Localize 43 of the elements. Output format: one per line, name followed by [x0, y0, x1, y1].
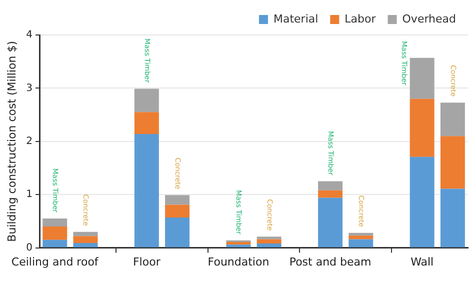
bar — [134, 134, 159, 248]
bar — [42, 226, 68, 240]
y-tick-label: 0 — [26, 242, 33, 254]
x-tick-label: Foundation — [208, 255, 270, 268]
bar — [165, 217, 190, 248]
bar — [410, 98, 434, 157]
legend-label: Material — [273, 12, 318, 26]
y-tick-label: 4 — [26, 30, 33, 41]
bar — [226, 244, 251, 248]
bar — [73, 236, 98, 244]
bar — [42, 218, 68, 227]
y-tick-label: 3 — [26, 82, 33, 94]
bar — [348, 232, 374, 236]
legend-label: Overhead — [402, 12, 456, 26]
bar — [256, 244, 282, 248]
bar — [134, 88, 159, 112]
bar — [318, 198, 343, 248]
legend-label: Labor — [344, 12, 376, 26]
bar — [348, 239, 374, 248]
y-axis-title: Building construction cost (Million $) — [5, 40, 18, 242]
bar — [73, 232, 98, 236]
bar — [440, 136, 465, 189]
x-tick-label: Post and beam — [289, 255, 372, 268]
bar — [165, 204, 190, 218]
bar — [348, 236, 374, 240]
bar — [256, 236, 282, 240]
bar — [73, 243, 98, 248]
x-tick-label: Wall — [410, 255, 434, 268]
bar — [318, 181, 343, 190]
bar — [318, 190, 343, 198]
x-tick-label: Floor — [132, 255, 161, 268]
bar — [440, 102, 465, 136]
bar — [410, 156, 434, 248]
y-tick-label: 2 — [26, 136, 33, 147]
bar — [256, 239, 282, 244]
bar — [440, 188, 465, 248]
bar — [226, 242, 251, 245]
bar — [42, 240, 68, 248]
bar — [134, 112, 159, 134]
bar — [410, 58, 434, 99]
x-tick-label: Ceiling and roof — [11, 255, 100, 268]
y-tick-label: 1 — [26, 189, 33, 200]
bar — [165, 195, 190, 205]
